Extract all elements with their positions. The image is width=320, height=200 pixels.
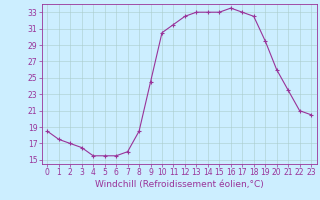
X-axis label: Windchill (Refroidissement éolien,°C): Windchill (Refroidissement éolien,°C) <box>95 180 264 189</box>
